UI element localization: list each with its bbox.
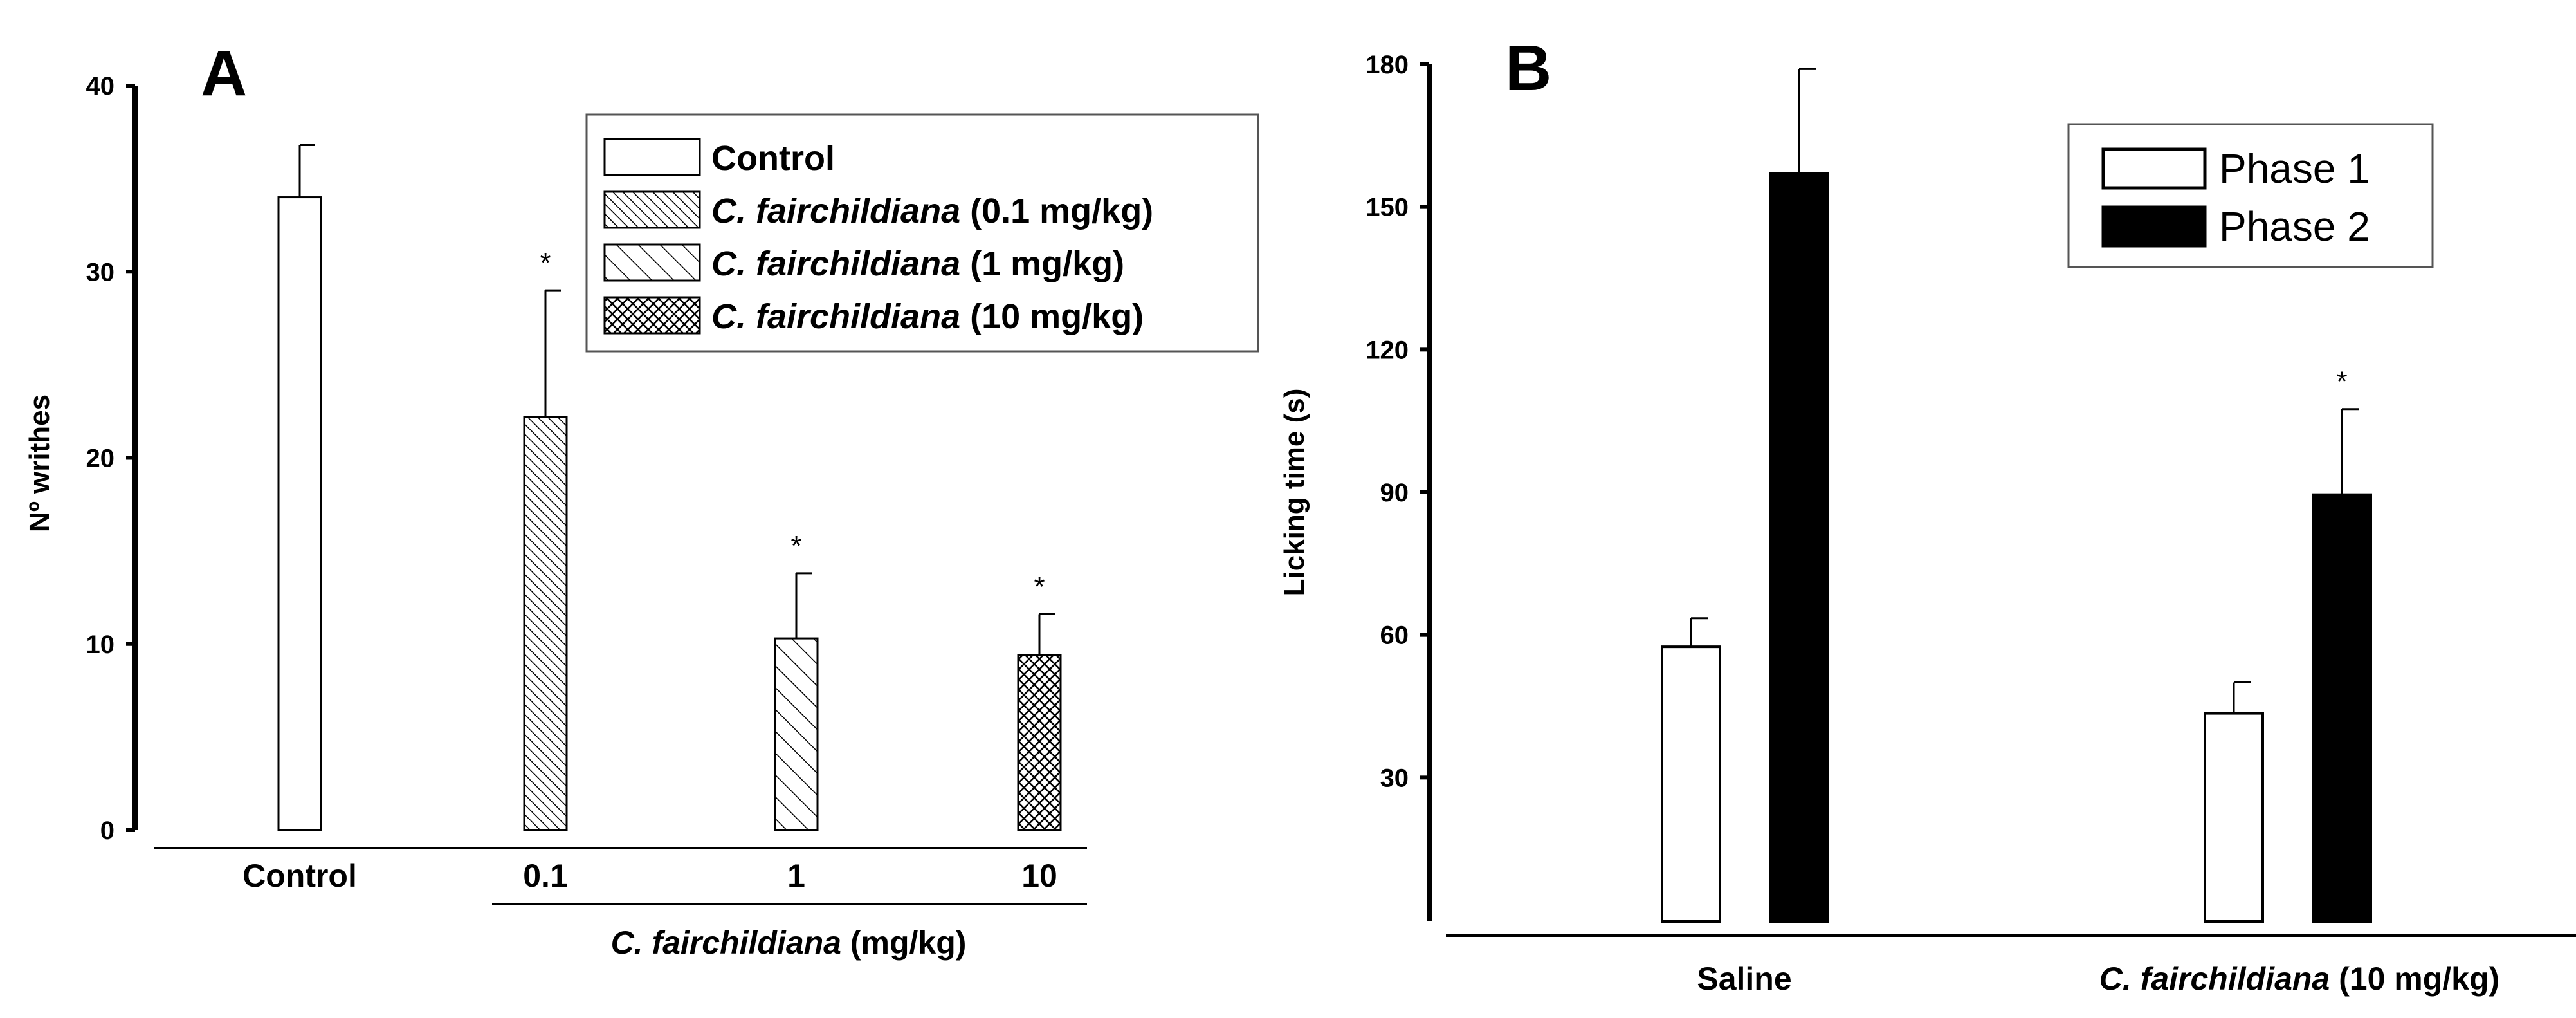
panel-b-y-axis: 30 60 90 120 150 180 bbox=[1366, 51, 1432, 921]
panel-a-significance-mark: * bbox=[1034, 571, 1045, 602]
panel-a-bar bbox=[774, 637, 819, 831]
panel-a-legend-label-text: Control bbox=[711, 139, 835, 178]
panel-a-y-tick-label: 10 bbox=[86, 631, 115, 659]
panel-a-category-label: 0.1 bbox=[523, 858, 568, 894]
panel-b-significance-mark: * bbox=[2336, 366, 2347, 398]
panel-a-bar bbox=[523, 416, 568, 831]
panel-b-legend-swatch bbox=[2101, 147, 2207, 190]
panel-b-legend: Phase 1 Phase 2 bbox=[2067, 123, 2434, 268]
panel-a-category-label: 10 bbox=[1021, 858, 1057, 894]
panel-b: B 30 60 90 120 150 180 Licking time (s) * Sal… bbox=[1279, 32, 2576, 997]
panel-a-category-label: Control bbox=[242, 858, 357, 894]
panel-a-letter: A bbox=[201, 37, 247, 109]
panel-b-legend-label: Phase 2 bbox=[2219, 203, 2370, 250]
panel-b-y-tick-label: 90 bbox=[1380, 479, 1409, 507]
panel-a-legend-swatch bbox=[603, 138, 701, 176]
panel-b-category-labels: Saline C. fairchildiana (10 mg/kg) bbox=[1697, 961, 2499, 997]
panel-a-legend-label-text: (0.1 mg/kg) bbox=[960, 192, 1153, 230]
panel-a-legend-swatch bbox=[603, 243, 701, 282]
panel-b-y-tick-label: 60 bbox=[1380, 622, 1409, 650]
panel-a-legend-label-italic: C. fairchildiana bbox=[711, 192, 960, 230]
panel-a-legend-label: C. fairchildiana (10 mg/kg) bbox=[711, 297, 1144, 336]
panel-b-bar bbox=[1769, 172, 1829, 923]
panel-a-bar bbox=[1017, 654, 1062, 831]
panel-a-legend-label-text: (10 mg/kg) bbox=[960, 297, 1144, 336]
panel-a: A 0 10 20 30 40 Nº writhes * * * Control 0.1 1 10… bbox=[24, 37, 1259, 961]
panel-b-y-tick-label: 150 bbox=[1366, 194, 1409, 222]
panel-a-group-label-italic: C. fairchildiana bbox=[611, 925, 841, 961]
panel-a-category-label: 1 bbox=[787, 858, 805, 894]
panel-b-legend-swatch bbox=[2101, 205, 2207, 248]
panel-b-y-tick-label: 180 bbox=[1366, 51, 1409, 79]
panel-a-group-label-rest: (mg/kg) bbox=[841, 925, 966, 961]
panel-b-category-label-italic: C. fairchildiana bbox=[2099, 961, 2330, 997]
panel-a-y-axis-title: Nº writhes bbox=[24, 394, 55, 532]
panel-b-bar bbox=[2312, 493, 2372, 923]
panel-b-letter: B bbox=[1505, 32, 1551, 104]
panel-b-bar bbox=[2204, 712, 2264, 923]
panel-b-bar bbox=[1661, 645, 1721, 923]
panel-b-category-label: C. fairchildiana (10 mg/kg) bbox=[2099, 961, 2499, 997]
panel-a-bar bbox=[277, 196, 322, 831]
panel-a-bars: * * * bbox=[277, 144, 1062, 831]
panel-a-y-tick-label: 40 bbox=[86, 72, 115, 100]
panel-a-significance-mark: * bbox=[540, 247, 551, 279]
panel-a-legend-swatch bbox=[603, 296, 701, 335]
panel-a-legend-label-italic: C. fairchildiana bbox=[711, 245, 960, 283]
panel-b-category-label: Saline bbox=[1697, 961, 1791, 997]
panel-a-legend-label: C. fairchildiana (1 mg/kg) bbox=[711, 245, 1124, 283]
panel-a-legend-label-text: (1 mg/kg) bbox=[960, 245, 1124, 283]
panel-a-y-tick-label: 0 bbox=[100, 817, 114, 845]
panel-a-legend-label: Control bbox=[711, 139, 835, 178]
panel-b-y-tick-label: 120 bbox=[1366, 336, 1409, 364]
panel-a-group-label: C. fairchildiana (mg/kg) bbox=[611, 925, 967, 961]
panel-a-category-labels: Control 0.1 1 10 bbox=[242, 858, 1057, 894]
panel-b-category-label-text: (10 mg/kg) bbox=[2330, 961, 2499, 997]
panel-a-y-tick-label: 30 bbox=[86, 258, 115, 286]
panel-b-y-axis-title: Licking time (s) bbox=[1279, 389, 1310, 597]
panel-a-legend-label-italic: C. fairchildiana bbox=[711, 297, 960, 336]
panel-b-legend-label: Phase 1 bbox=[2219, 145, 2370, 192]
panel-a-y-axis: 0 10 20 30 40 bbox=[86, 72, 138, 845]
panel-a-legend-swatch bbox=[603, 190, 701, 229]
panel-b-category-label-text: Saline bbox=[1697, 961, 1791, 997]
panel-b-bars: * bbox=[1661, 68, 2372, 923]
panel-b-y-tick-label: 30 bbox=[1380, 764, 1409, 792]
panel-a-legend-label: C. fairchildiana (0.1 mg/kg) bbox=[711, 192, 1153, 230]
panel-a-y-tick-label: 20 bbox=[86, 445, 115, 473]
panel-a-significance-mark: * bbox=[790, 530, 801, 562]
